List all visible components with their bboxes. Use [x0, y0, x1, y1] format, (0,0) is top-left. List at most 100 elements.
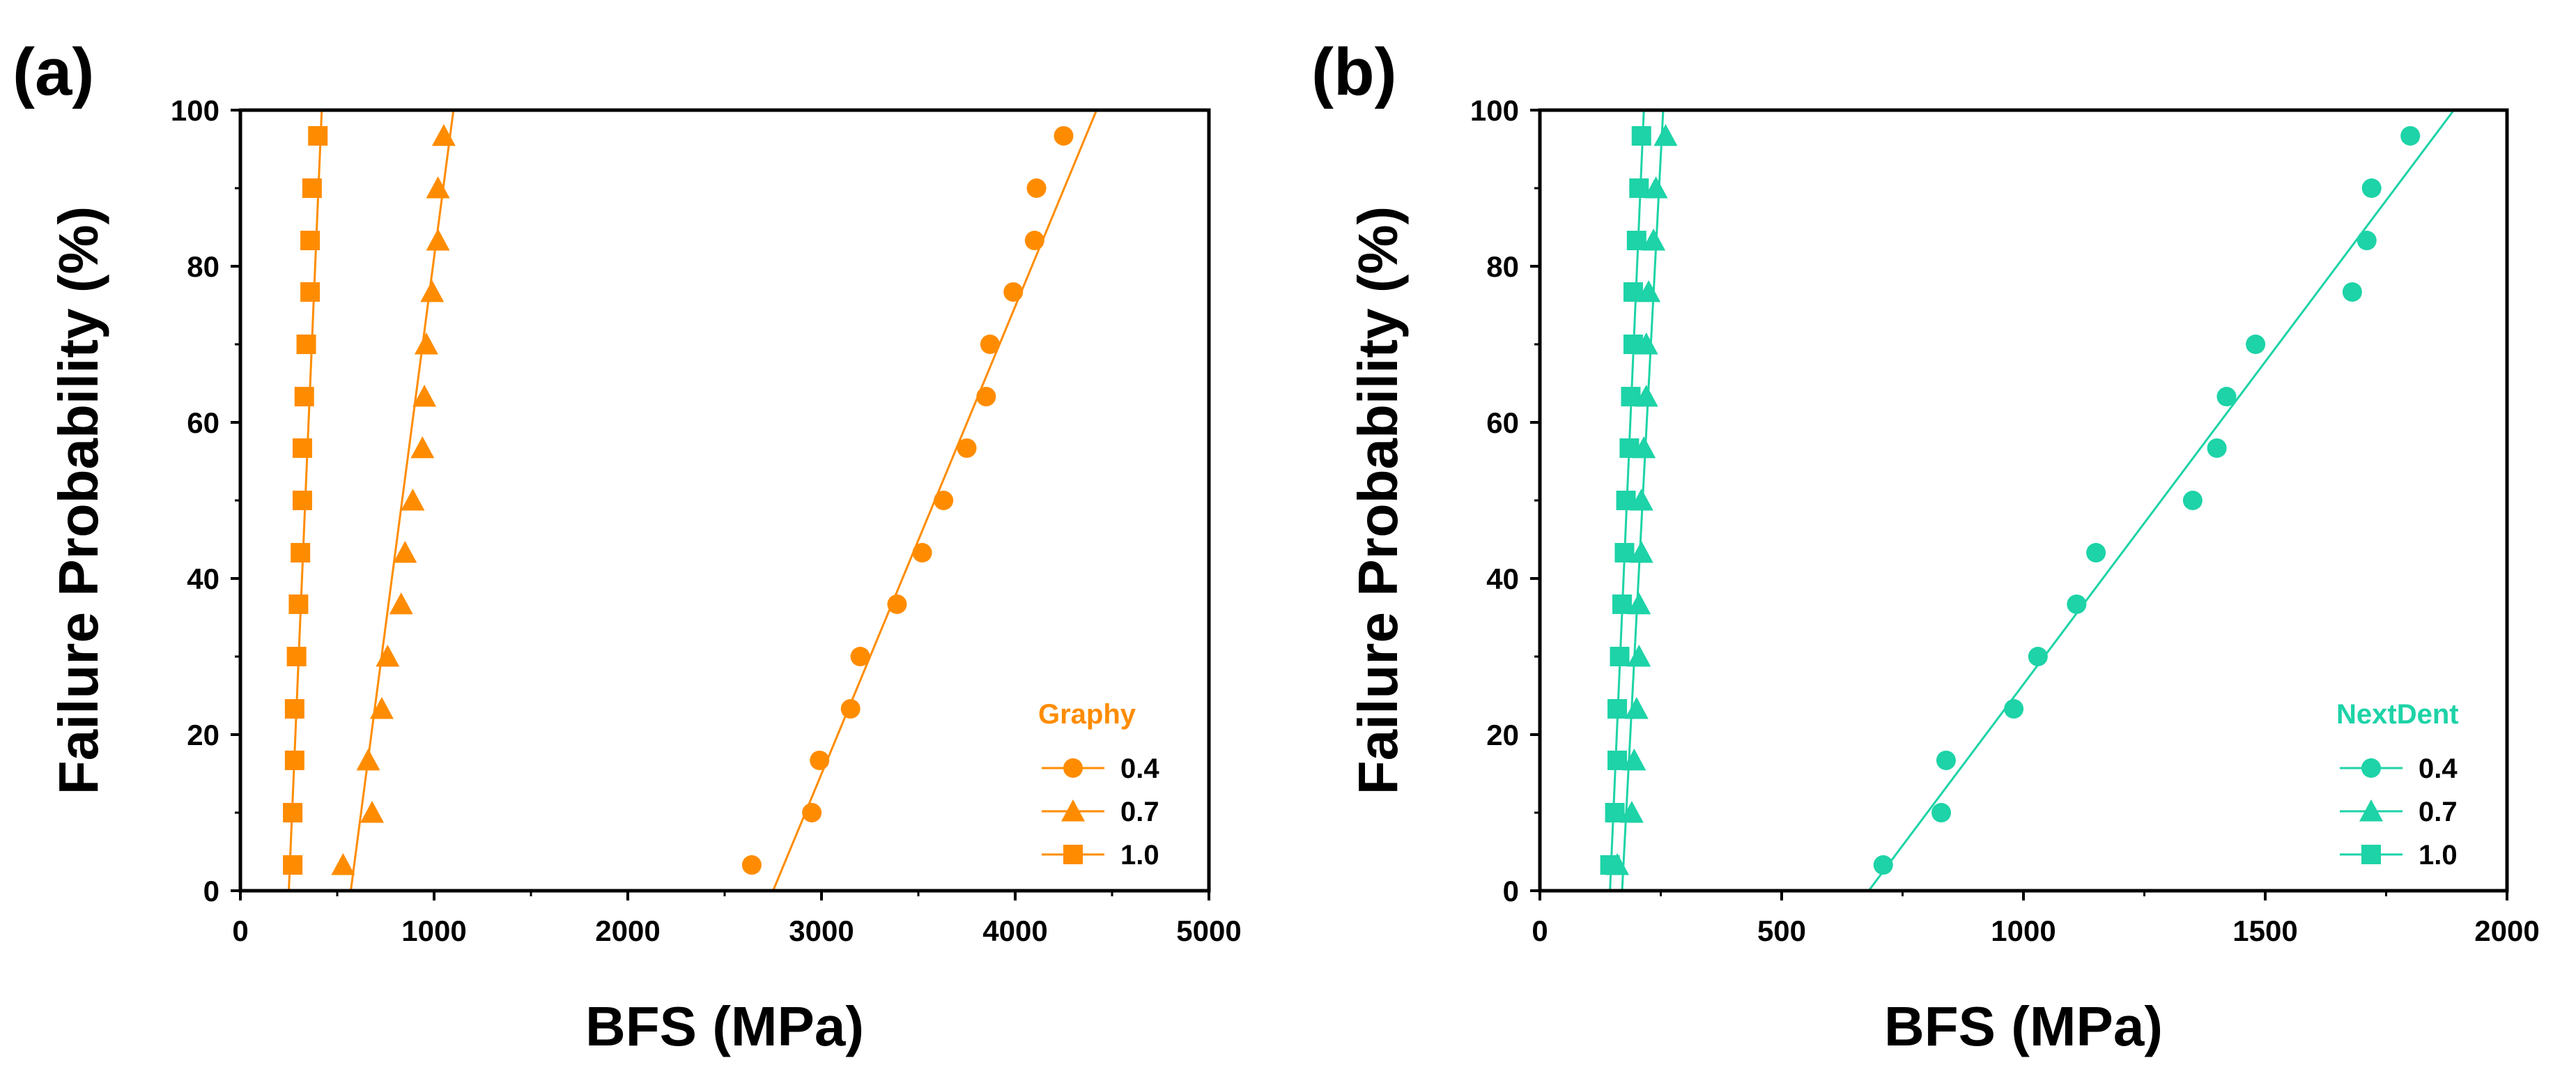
y-tick-label: 0	[203, 875, 219, 907]
data-point-0-4	[810, 750, 830, 770]
y-tick-label: 100	[171, 94, 219, 127]
legend-label: 1.0	[1120, 840, 1159, 871]
data-point-0-7	[1627, 592, 1651, 615]
data-point-0-7	[1622, 748, 1646, 771]
legend-title: Graphy	[1038, 699, 1136, 730]
data-point-0-4	[2342, 282, 2362, 302]
data-point-0-7	[393, 541, 417, 563]
x-axis-title: BFS (MPa)	[585, 995, 864, 1057]
data-point-0-4	[840, 699, 861, 719]
panel-label: (b)	[1311, 35, 1397, 109]
data-point-0-7	[412, 385, 437, 407]
data-point-0-4	[980, 335, 1000, 354]
legend-label: 0.7	[2419, 797, 2458, 827]
data-point-0-4	[2361, 178, 2382, 198]
data-point-0-7	[426, 229, 450, 251]
data-point-0-4	[934, 491, 954, 510]
data-point-1-0	[300, 282, 321, 302]
data-point-0-7	[1644, 176, 1668, 199]
y-axis-title: Failure Probability (%)	[47, 206, 109, 795]
data-point-0-7	[426, 176, 450, 199]
x-tick-label: 2000	[2474, 914, 2539, 947]
legend-marker-1-0	[2361, 845, 2381, 864]
data-point-1-0	[292, 491, 312, 510]
data-point-0-4	[2207, 438, 2227, 458]
data-point-1-0	[294, 387, 314, 407]
y-tick-label: 20	[187, 719, 219, 751]
data-point-0-4	[976, 387, 996, 407]
data-point-1-0	[1612, 594, 1632, 614]
data-point-0-4	[2216, 387, 2237, 407]
legend-label: 0.7	[1120, 797, 1159, 827]
data-point-0-7	[1624, 697, 1649, 719]
x-tick-label: 4000	[982, 914, 1047, 947]
data-point-1-0	[1619, 438, 1640, 458]
legend: NextDent 0.4 0.7 1.0	[2336, 699, 2459, 871]
data-point-0-4	[802, 803, 822, 822]
fit-line-0-4	[1867, 110, 2455, 891]
x-tick-label: 2000	[595, 914, 660, 947]
data-point-0-7	[410, 436, 435, 459]
x-tick-label: 0	[232, 914, 248, 947]
data-point-0-7	[376, 645, 400, 667]
plot-frame	[238, 108, 1211, 893]
data-point-1-0	[284, 699, 304, 719]
x-tick-label: 500	[1757, 914, 1806, 947]
data-point-1-0	[1605, 803, 1625, 822]
data-point-0-4	[2004, 699, 2024, 719]
data-point-1-0	[1629, 178, 1649, 198]
data-point-0-4	[912, 543, 932, 563]
data-point-0-4	[2086, 543, 2106, 563]
data-point-0-4	[1026, 178, 1047, 198]
data-point-1-0	[288, 594, 309, 614]
x-tick-label: 1000	[1991, 914, 2056, 947]
legend-label: 0.4	[1120, 753, 1159, 784]
panel-label: (a)	[13, 35, 94, 109]
data-point-1-0	[1616, 491, 1636, 510]
data-point-0-7	[1619, 801, 1644, 823]
data-point-0-4	[850, 647, 870, 666]
legend-title: NextDent	[2336, 699, 2459, 730]
x-tick-label: 1000	[401, 914, 466, 947]
legend-marker-1-0	[1063, 845, 1083, 864]
y-tick-label: 40	[1486, 562, 1519, 595]
fit-line-0-7	[349, 110, 455, 891]
legend-marker-0-4	[2361, 758, 2381, 778]
data-point-0-7	[331, 853, 355, 875]
plot-frame	[1538, 108, 2509, 893]
data-point-1-0	[308, 125, 328, 146]
data-point-1-0	[300, 231, 321, 251]
data-point-0-7	[1653, 123, 1678, 146]
data-point-0-4	[957, 438, 977, 458]
data-point-1-0	[283, 855, 303, 875]
data-point-0-7	[389, 592, 413, 615]
data-point-0-4	[887, 594, 907, 614]
data-point-0-7	[401, 489, 425, 511]
data-point-0-4	[2400, 125, 2421, 146]
data-point-0-7	[369, 697, 394, 719]
chart-panel-b: (b) 0 500 1000 1500 2000 0 20 40 60 80 100 BFS (MPa)…	[1311, 35, 2540, 1057]
data-point-1-0	[1614, 543, 1635, 563]
legend-marker-0-7	[1061, 799, 1085, 822]
data-point-0-4	[1024, 231, 1044, 251]
x-tick-label: 0	[1532, 914, 1548, 947]
data-point-0-4	[2028, 647, 2048, 666]
y-axis-title: Failure Probability (%)	[1347, 206, 1409, 795]
y-tick-label: 40	[187, 562, 219, 595]
data-point-1-0	[296, 335, 316, 354]
data-point-1-0	[284, 750, 304, 770]
legend-label: 1.0	[2419, 840, 2458, 871]
data-point-1-0	[283, 803, 303, 822]
y-tick-label: 20	[1486, 719, 1519, 751]
y-tick-label: 60	[1486, 406, 1519, 439]
legend-marker-0-7	[2359, 799, 2383, 822]
data-point-0-4	[1003, 282, 1024, 302]
data-point-1-0	[1626, 231, 1646, 251]
data-point-0-7	[414, 332, 438, 355]
data-point-0-7	[420, 279, 445, 302]
data-point-1-0	[1600, 855, 1620, 875]
legend: Graphy 0.4 0.7 1.0	[1038, 699, 1159, 871]
data-point-0-4	[1054, 125, 1074, 146]
data-point-0-7	[1629, 541, 1653, 563]
